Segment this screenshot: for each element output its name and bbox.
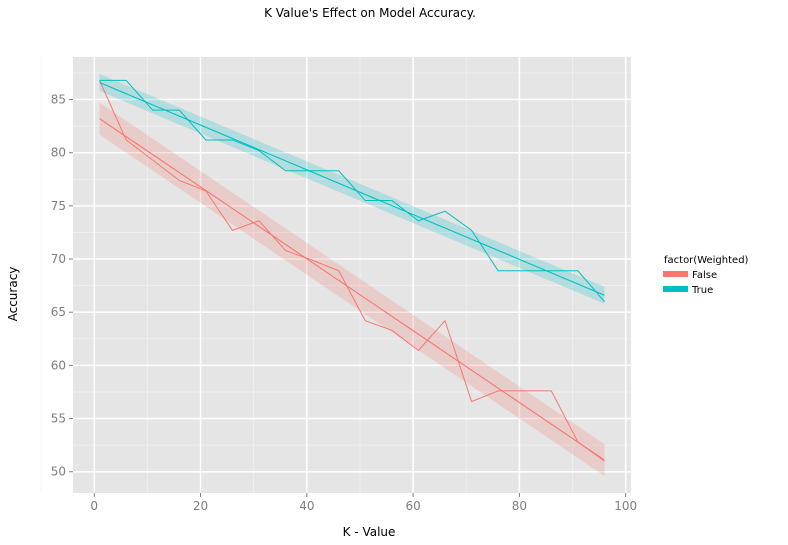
chart-title: K Value's Effect on Model Accuracy. <box>264 6 476 20</box>
y-tick-label: 60 <box>51 358 66 372</box>
legend: factor(Weighted) False True <box>663 255 749 296</box>
legend-key <box>663 271 688 277</box>
legend-label: True <box>691 285 713 296</box>
trend-line <box>99 118 605 461</box>
x-tick-label: 0 <box>90 499 98 513</box>
series-line <box>99 79 605 302</box>
x-tick-label: 40 <box>299 499 314 513</box>
x-axis-title: K - Value <box>343 525 396 539</box>
y-tick-label: 85 <box>51 93 66 107</box>
y-tick-label: 80 <box>51 146 66 160</box>
y-tick-label: 55 <box>51 412 66 426</box>
gridlines <box>40 57 631 493</box>
y-tick-label: 65 <box>51 305 66 319</box>
series-line <box>99 80 605 462</box>
x-tick-label: 60 <box>405 499 420 513</box>
y-axis-title: Accuracy <box>6 267 20 322</box>
y-tick-label: 50 <box>51 465 66 479</box>
series-lines <box>99 79 605 462</box>
legend-title: factor(Weighted) <box>664 255 749 266</box>
trend-lines <box>99 82 605 461</box>
legend-label: False <box>692 270 717 281</box>
trend-line <box>99 82 605 296</box>
legend-key <box>663 286 688 292</box>
x-tick-label: 80 <box>512 499 527 513</box>
y-tick-label: 70 <box>51 252 66 266</box>
axis-ticks: 0 20 40 60 80 100 50 55 60 65 70 75 80 85 <box>51 93 637 513</box>
y-tick-label: 75 <box>51 199 66 213</box>
x-tick-label: 20 <box>193 499 208 513</box>
plot-panel <box>73 57 631 493</box>
x-tick-label: 100 <box>614 499 637 513</box>
